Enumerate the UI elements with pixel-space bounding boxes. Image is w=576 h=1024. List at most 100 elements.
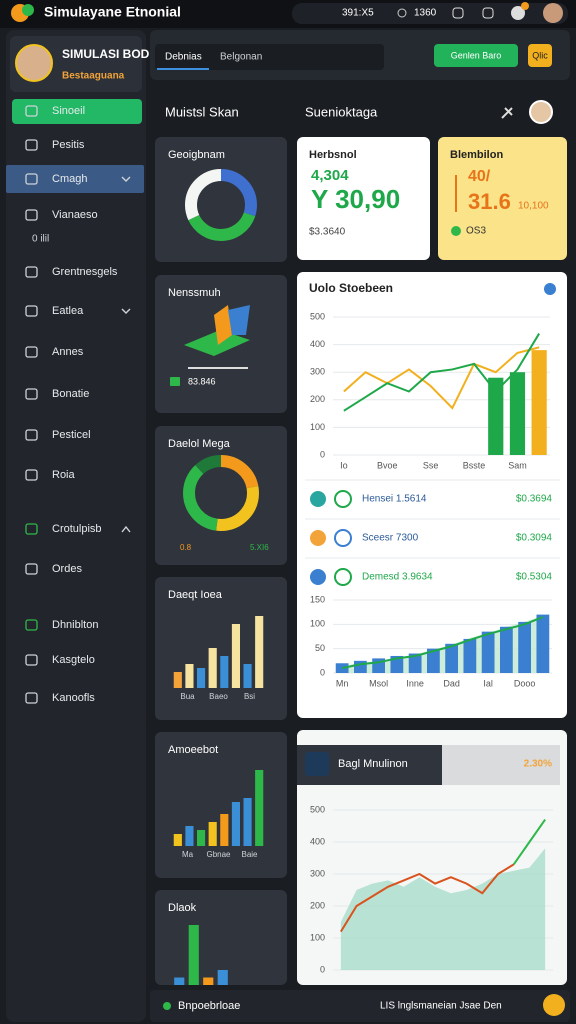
menu-item[interactable]: Grentnesgels: [52, 266, 118, 278]
top-icon[interactable]: [482, 7, 494, 19]
bar: [390, 655, 404, 673]
stat-card: [438, 137, 567, 260]
menu-icon: [25, 429, 38, 441]
bar: [185, 826, 194, 846]
menu-item[interactable]: Annes: [52, 346, 84, 358]
line: [340, 863, 515, 933]
tab[interactable]: Belgonan: [220, 52, 262, 63]
menu-chevron: [121, 176, 131, 182]
menu-icon: [25, 692, 38, 704]
menu-item[interactable]: Crotulpisb: [52, 523, 102, 535]
primary-button[interactable]: [434, 44, 518, 67]
status-dot: [451, 226, 461, 236]
menu-item[interactable]: Eatlea: [52, 305, 84, 317]
menu-item[interactable]: Roia: [52, 469, 76, 481]
menu-chevron: [121, 308, 131, 314]
menu-icon: [25, 173, 38, 185]
row-name[interactable]: Demesd 3.9634: [362, 572, 433, 583]
stat-value: 31.6: [468, 189, 511, 214]
bar: [255, 616, 264, 688]
menu-item[interactable]: Sinoeil: [52, 105, 85, 117]
donut-segment: [183, 455, 259, 531]
notification-badge: [521, 2, 529, 10]
menu-item[interactable]: Dhniblton: [52, 619, 98, 631]
bar: [481, 631, 495, 673]
x-tick-label: Bsste: [463, 460, 486, 470]
stat-title: Herbsnol: [309, 149, 357, 161]
value-icon: [170, 377, 180, 386]
menu-item[interactable]: Ordes: [52, 563, 82, 575]
bar: [185, 664, 194, 688]
row-name[interactable]: Sceesr 7300: [362, 533, 419, 544]
bar: [188, 925, 199, 985]
row-amount: $0.3694: [516, 494, 553, 505]
menu-icon: [25, 266, 38, 278]
menu-item[interactable]: Bonatie: [52, 388, 89, 400]
notification-icon[interactable]: [511, 6, 525, 20]
stat-sub: 40/: [468, 168, 491, 185]
section-avatar: [529, 100, 553, 124]
bar: [255, 770, 264, 846]
x-tick-label: Ial: [483, 678, 493, 688]
line: [512, 819, 546, 865]
row-icon: [334, 568, 352, 586]
chart-title: Uolo Stoebeen: [309, 281, 393, 295]
footer-text: Bnpoebrloae: [178, 1000, 240, 1012]
bar: [488, 377, 504, 455]
card-title: Bagl Mnulinon: [338, 758, 408, 770]
profile-avatar: [15, 44, 53, 82]
x-tick-label: Dooo: [514, 678, 536, 688]
bar: [196, 668, 206, 688]
line: [343, 333, 541, 412]
menu-item[interactable]: Pesitis: [52, 139, 85, 151]
bar: [231, 624, 241, 688]
donut-segment: [183, 455, 259, 531]
stat-extra: 10,100: [518, 201, 549, 212]
row-amount: $0.5304: [516, 572, 553, 583]
header-icon: [305, 752, 329, 776]
stat-sub: 4,304: [311, 167, 349, 184]
stat-footer: OS3: [466, 226, 486, 237]
counter: 1360: [414, 8, 437, 19]
stat-title: Blembilon: [450, 149, 503, 161]
menu-icon: [25, 346, 38, 358]
y-tick-label: 100: [310, 932, 325, 942]
mini-card: [155, 890, 287, 985]
line: [341, 616, 544, 670]
illustration: [214, 305, 232, 345]
row-icon: [310, 530, 326, 546]
row-name[interactable]: Hensei 1.5614: [362, 494, 427, 505]
bar: [220, 814, 229, 846]
menu-item[interactable]: Kanoofls: [52, 692, 95, 704]
tab-group: [155, 44, 384, 70]
y-tick-label: 200: [310, 900, 325, 910]
badge: 2.30%: [524, 759, 552, 770]
row-icon: [310, 491, 326, 507]
illustration: [228, 305, 250, 335]
profile-subtitle: Bestaaguana: [62, 71, 125, 82]
bar: [243, 798, 252, 846]
bar: [231, 802, 241, 846]
bar: [536, 614, 550, 673]
menu-item[interactable]: Vianaeso: [52, 209, 98, 221]
secondary-button[interactable]: [528, 44, 552, 67]
donut-segment: [183, 455, 259, 531]
top-icon[interactable]: [452, 7, 464, 19]
y-tick-label: 100: [310, 422, 325, 432]
tab[interactable]: Debnias: [165, 52, 202, 63]
y-tick-label: 500: [310, 311, 325, 321]
bar: [173, 672, 182, 688]
bar-label: Ma: [182, 850, 194, 859]
menu-item[interactable]: Kasgtelo: [52, 654, 95, 666]
section-title: Muistsl Skan: [165, 104, 239, 119]
y-tick-label: 200: [310, 394, 325, 404]
bar: [173, 834, 182, 846]
line: [343, 346, 540, 410]
profile-name: SIMULASI BODNMA: [62, 47, 177, 61]
menu-item[interactable]: Cmagh: [52, 173, 87, 185]
sidebar: [6, 30, 146, 1022]
search-icon: [397, 8, 407, 18]
menu-item[interactable]: Pesticel: [52, 429, 91, 441]
user-avatar[interactable]: [543, 3, 563, 23]
footer-action[interactable]: [543, 994, 565, 1016]
